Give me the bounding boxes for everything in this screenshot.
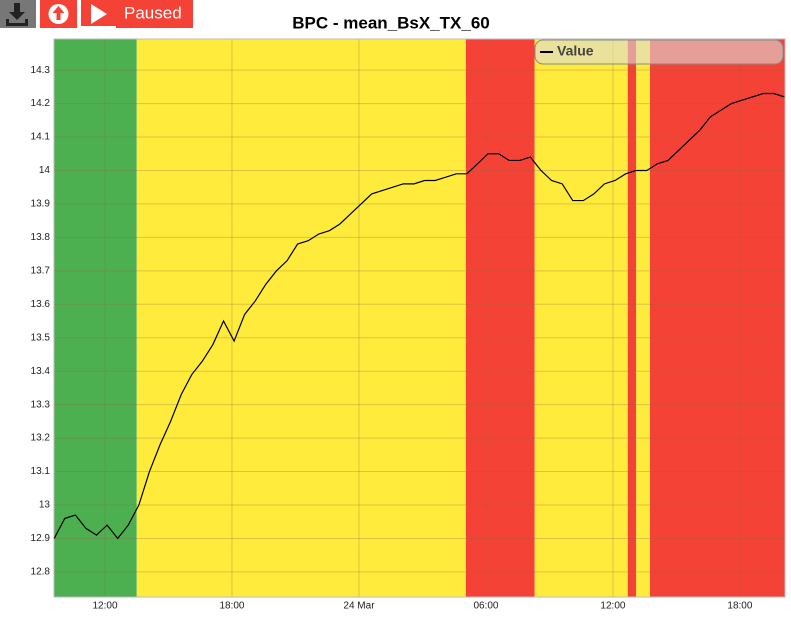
state-band (54, 39, 137, 597)
y-tick-label: 14.1 (31, 132, 51, 143)
state-band (627, 39, 637, 597)
download-button[interactable] (0, 0, 36, 28)
state-band (465, 39, 535, 597)
y-tick-label: 13.8 (31, 232, 51, 243)
state-band (136, 39, 466, 597)
y-tick-label: 14.3 (31, 65, 51, 76)
state-band (649, 39, 785, 597)
plot-frame (53, 38, 786, 598)
x-tick-label: 24 Mar (343, 601, 375, 612)
y-tick-label: 12.8 (31, 567, 51, 578)
download-icon (6, 3, 28, 26)
status-label: Paused (124, 3, 182, 22)
x-tick-label: 06:00 (473, 601, 498, 612)
y-tick-label: 13.5 (31, 332, 51, 343)
y-tick-label: 13.2 (31, 433, 51, 444)
state-band (636, 39, 650, 597)
y-tick-label: 13.6 (31, 299, 51, 310)
y-tick-label: 13.9 (31, 199, 51, 210)
y-tick-label: 13.1 (31, 466, 51, 477)
chart-title: BPC - mean_BsX_TX_60 (292, 13, 489, 32)
y-tick-label: 14 (39, 165, 51, 176)
play-button[interactable]: Paused (81, 0, 193, 28)
y-tick-label: 13 (39, 500, 51, 511)
x-tick-label: 12:00 (600, 601, 625, 612)
y-tick-label: 13.3 (31, 399, 51, 410)
play-icon: Paused (81, 3, 182, 28)
y-tick-label: 13.4 (31, 366, 51, 377)
y-tick-label: 14.2 (31, 98, 51, 109)
upload-icon (48, 4, 69, 24)
y-tick-label: 12.9 (31, 533, 51, 544)
x-tick-label: 18:00 (219, 601, 244, 612)
x-tick-label: 12:00 (92, 601, 117, 612)
y-tick-label: 13.7 (31, 265, 51, 276)
legend: Value (534, 39, 784, 65)
x-tick-label: 18:00 (727, 601, 752, 612)
legend-label: Value (557, 43, 594, 59)
legend-box (534, 39, 784, 65)
state-band (534, 39, 628, 597)
upload-button[interactable] (40, 0, 77, 28)
data-line (53, 92, 785, 540)
